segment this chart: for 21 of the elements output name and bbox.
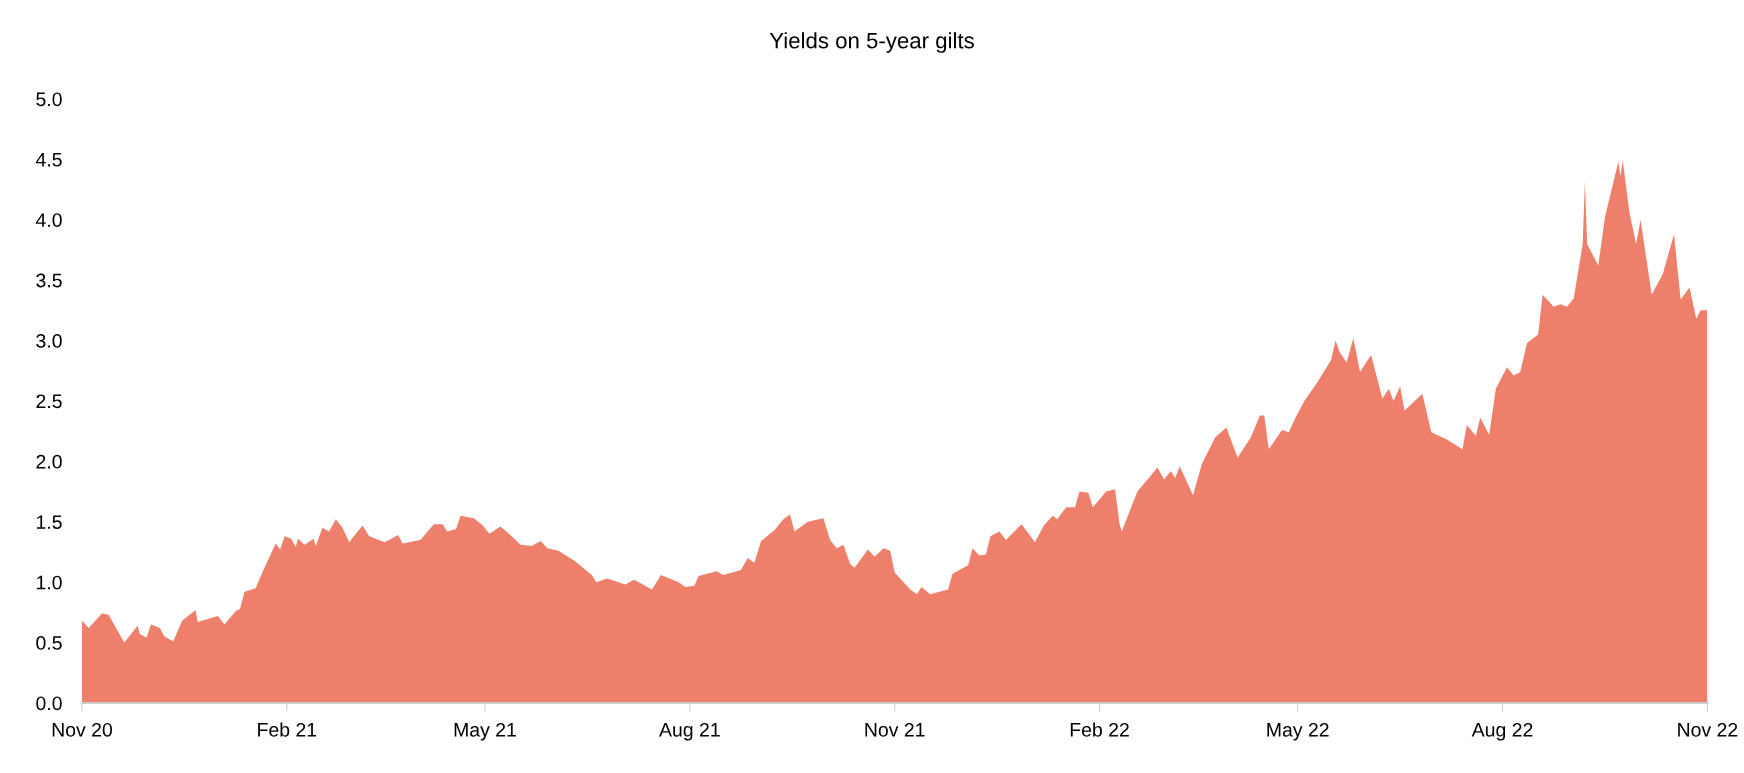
y-tick-label: 4.5	[35, 153, 62, 167]
y-tick-label: 2.0	[36, 454, 62, 469]
x-tick-label: May 22	[1267, 722, 1329, 741]
x-tick-label: Nov 20	[52, 722, 113, 737]
x-tick-label: May 21	[454, 722, 516, 741]
y-tick-label: 0.0	[36, 696, 62, 711]
x-tick-label: Nov 21	[865, 722, 925, 737]
y-tick-label: 4.0	[35, 213, 62, 227]
x-tick-label: Feb 21	[258, 722, 317, 737]
x-tick-label: Feb 22	[1070, 722, 1129, 737]
chart-title: Yields on 5-year gilts	[769, 32, 974, 53]
y-tick-label: 1.5	[36, 515, 62, 529]
x-tick-label: Nov 22	[1678, 722, 1738, 737]
x-tick-label: Aug 21	[659, 722, 720, 741]
y-tick-label: 0.5	[36, 636, 62, 650]
y-tick-label: 3.5	[36, 273, 62, 288]
y-tick-label: 1.0	[36, 575, 62, 590]
y-tick-label: 3.0	[36, 334, 62, 348]
x-tick-label: Aug 22	[1471, 722, 1533, 741]
y-tick-label: 2.5	[36, 394, 62, 409]
y-tick-label: 5.0	[36, 92, 62, 107]
